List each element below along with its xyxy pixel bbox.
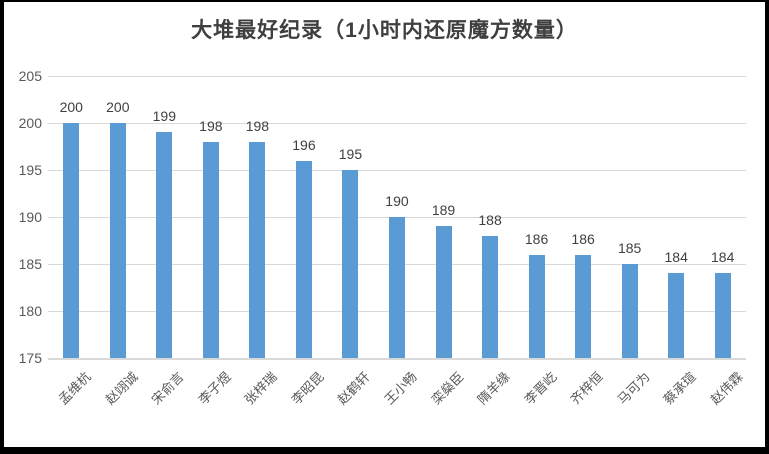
y-axis-tick-label: 205: [18, 68, 42, 84]
bar: [482, 235, 499, 358]
bar-value-label: 186: [524, 230, 549, 247]
x-axis-category-label: 李晋屹: [521, 369, 560, 408]
bar-column: 184 蔡承瑄: [653, 76, 700, 407]
bar-value-label: 198: [199, 117, 223, 134]
x-axis-category-label: 李子煜: [195, 369, 234, 408]
x-axis-category-label: 赵伟霖: [707, 369, 746, 408]
bar-column: 196 李昭昆: [281, 76, 328, 408]
y-axis-tick-label: 190: [18, 209, 42, 225]
bar-column: 189 栾燊臣: [420, 76, 467, 407]
bar: [621, 264, 638, 358]
x-axis-category-label: 隋羊缘: [474, 369, 513, 408]
bar-value-label: 200: [59, 99, 83, 115]
bar: [202, 141, 219, 358]
y-axis-tick-label: 185: [18, 256, 42, 272]
bar-value-label: 196: [292, 136, 316, 153]
bar-column: 190 王小畅: [374, 76, 421, 407]
bar-column: 186 齐梓恒: [560, 76, 607, 408]
bar-column: 185 马可为: [606, 76, 653, 407]
x-axis-category-label: 马可为: [614, 369, 653, 408]
bar: [295, 160, 312, 358]
y-axis-tick-label: 200: [18, 115, 42, 131]
bar-value-label: 189: [431, 202, 456, 219]
bar-value-label: 190: [385, 193, 409, 209]
bar-column: 198 李子煜: [188, 76, 235, 408]
bar: [63, 123, 80, 358]
x-axis-category-label: 张梓瑞: [241, 369, 281, 408]
bar-value-label: 188: [478, 211, 502, 228]
y-axis-tick-label: 180: [18, 303, 42, 319]
bar-value-label: 200: [106, 99, 130, 115]
bar: [714, 273, 731, 358]
gridline-y-200: [48, 123, 746, 124]
bar: [435, 226, 452, 358]
bar: [528, 254, 545, 358]
bar-column: 186 李晋屹: [513, 76, 560, 408]
bar: [668, 273, 685, 358]
x-axis-category-label: 孟维杭: [55, 369, 94, 408]
x-axis-category-label: 蔡承瑄: [660, 369, 699, 408]
bar-column: 199 宋俞言: [141, 76, 188, 407]
bar-column: 195 赵鹤轩: [327, 76, 374, 407]
bar: [249, 141, 266, 358]
bar-value-label: 198: [245, 117, 270, 134]
bar-value-label: 184: [711, 249, 735, 266]
bar-value-label: 185: [617, 240, 642, 256]
gridline-y-205: [48, 76, 746, 77]
bar: [342, 170, 359, 358]
bar: [156, 132, 173, 358]
bar-value-label: 195: [338, 146, 363, 162]
bars-layer: 200 孟维杭 200 赵翊诚 199 宋俞言 198 李子煜 198 张梓瑞 196 李昭昆 195 赵…: [48, 76, 746, 408]
bar: [388, 217, 405, 358]
bar-value-label: 199: [152, 108, 177, 125]
bar-column: 200 赵翊诚: [95, 76, 142, 407]
x-axis-category-label: 栾燊臣: [428, 369, 467, 408]
bar-value-label: 186: [571, 230, 595, 247]
x-axis-category-label: 赵鹤轩: [334, 369, 374, 408]
x-axis-category-label: 王小畅: [381, 369, 420, 408]
chart-title: 大堆最好纪录（1小时内还原魔方数量）: [191, 19, 578, 42]
bar: [109, 123, 126, 358]
y-axis-tick-label: 195: [18, 162, 42, 178]
x-axis-category-label: 李昭昆: [288, 369, 327, 408]
bar-value-label: 184: [664, 249, 688, 266]
plot-area: 175 180 185 190 195 200 205 200 孟维杭 200 赵翊诚 199 宋俞言…: [19, 69, 746, 408]
x-axis-category-label: 赵翊诚: [102, 369, 141, 408]
bar-column: 198 张梓瑞: [234, 76, 281, 408]
gridline-y-195: [48, 170, 746, 171]
gridline-y-175: [48, 358, 746, 360]
bar: [575, 254, 592, 358]
bar-column: 188 隋羊缘: [467, 76, 514, 408]
x-axis-category-label: 齐梓恒: [567, 369, 606, 408]
bar-column: 200 孟维杭: [48, 76, 95, 407]
y-axis-tick-label: 175: [18, 350, 42, 366]
bar-column: 184 赵伟霖: [699, 76, 746, 407]
x-axis-category-label: 宋俞言: [148, 369, 188, 408]
